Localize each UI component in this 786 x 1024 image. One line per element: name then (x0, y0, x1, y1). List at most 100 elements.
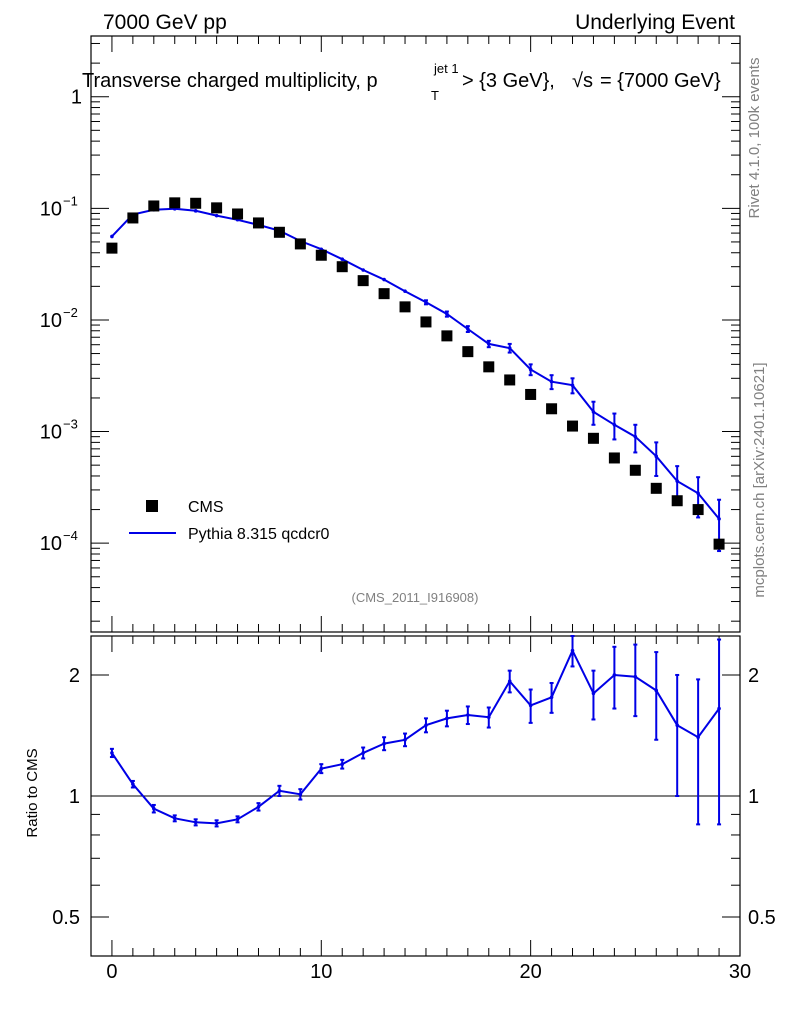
cms-data-point (148, 200, 160, 212)
ratio-point (256, 805, 261, 809)
header-left: 7000 GeV pp (103, 11, 227, 34)
ratio-point (361, 751, 365, 755)
ratio-point (193, 820, 198, 825)
ratio-marks (109, 635, 722, 828)
cms-data-point (587, 432, 599, 444)
mcplots-label: mcplots.cern.ch [arXiv:2401.10621] (751, 362, 768, 597)
cms-data-point (169, 197, 181, 209)
mc-point (507, 346, 512, 350)
x-tick-label: 20 (520, 961, 542, 983)
cms-data-point (399, 301, 411, 313)
cms-data-point (462, 346, 474, 358)
mc-series-line (111, 207, 720, 520)
ratio-point (298, 792, 303, 797)
ratio-point (507, 679, 512, 683)
ratio-point (570, 648, 575, 653)
mc-point (214, 213, 219, 218)
cms-data-point (629, 464, 641, 476)
ratio-point (591, 691, 596, 696)
x-tick-label: 30 (729, 961, 751, 983)
mc-point (486, 342, 491, 346)
legend-data-marker (146, 500, 158, 512)
y-tick-label-right: 1 (748, 786, 759, 808)
ratio-line (111, 648, 720, 825)
cms-data-point (420, 316, 432, 328)
ratio-point (486, 715, 491, 720)
ratio-point (319, 766, 324, 771)
title-main: Transverse charged multiplicity, p (82, 70, 378, 92)
main-panel-frame (90, 35, 741, 633)
cms-data-point (671, 495, 683, 507)
cms-data-point (525, 388, 537, 400)
ratio-point (172, 816, 177, 821)
title-subscript: T (431, 88, 439, 103)
mc-point (675, 479, 679, 483)
ratio-point (675, 723, 679, 727)
ratio-point (424, 723, 428, 727)
ratio-point (235, 817, 240, 822)
cms-data-point (294, 238, 306, 250)
mc-point (340, 257, 345, 262)
mc-point (612, 422, 617, 427)
mc-point (717, 517, 721, 521)
ratio-point (152, 806, 156, 811)
mc-point (633, 434, 638, 439)
title-superscript: jet 1 (433, 61, 459, 76)
cms-data-point (252, 217, 264, 229)
mc-point (110, 234, 114, 239)
mc-point (382, 277, 386, 282)
cms-data-point (211, 202, 223, 214)
mc-point (528, 367, 533, 372)
legend: CMS Pythia 8.315 qcdcr0 (129, 499, 330, 543)
cms-data-point (441, 330, 453, 342)
cms-data-point (357, 275, 369, 287)
mc-point (549, 379, 554, 384)
main-axes: 110−110−210−310−4 (40, 36, 741, 632)
ratio-point (403, 737, 407, 742)
ratio-point (382, 741, 386, 746)
cms-data-point (106, 242, 118, 254)
y-tick-label-right: 0.5 (748, 907, 776, 929)
cms-data-point (190, 197, 202, 209)
y-tick-label: 10 (40, 198, 62, 220)
y-tick-label: 2 (69, 665, 80, 687)
mc-point (445, 312, 449, 316)
cms-data-point (127, 212, 139, 224)
mc-point (193, 209, 198, 213)
ratio-point (549, 695, 554, 700)
analysis-tag: (CMS_2011_I916908) (352, 590, 479, 605)
ratio-axes: 0 10 20 30 0.5 0.5 1 1 2 2 (52, 636, 776, 983)
ratio-point (717, 706, 721, 711)
cms-data-point (315, 249, 327, 261)
mc-point (424, 300, 428, 305)
ratio-point (528, 703, 533, 708)
y-tick-label: 10 (40, 533, 62, 555)
mc-point (570, 383, 575, 388)
mc-point (654, 454, 659, 459)
ratio-point (340, 762, 345, 766)
cms-data-point (504, 374, 516, 386)
cms-data-point (713, 538, 725, 550)
ratio-point (633, 674, 638, 679)
mc-point (403, 289, 407, 293)
cms-data-point (608, 452, 620, 464)
main-marks (106, 197, 725, 553)
mc-point (466, 327, 470, 331)
plot-title: Transverse charged multiplicity, p jet 1… (82, 61, 721, 103)
y-tick-exponent: −1 (63, 193, 78, 208)
ratio-point (214, 821, 219, 826)
rivet-label: Rivet 4.1.0, 100k events (746, 58, 763, 219)
ratio-point (131, 782, 135, 786)
title-sqrt: √s (572, 70, 593, 92)
y-tick-label: 10 (40, 422, 62, 444)
cms-data-point (546, 403, 558, 415)
mc-point (361, 268, 365, 272)
legend-data-label: CMS (188, 499, 224, 516)
cms-data-point (336, 261, 348, 273)
cms-data-point (483, 361, 495, 373)
ratio-point (110, 751, 114, 755)
y-tick-label: 0.5 (52, 907, 80, 929)
legend-mc-label: Pythia 8.315 qcdcr0 (188, 526, 330, 543)
cms-data-point (273, 226, 285, 238)
